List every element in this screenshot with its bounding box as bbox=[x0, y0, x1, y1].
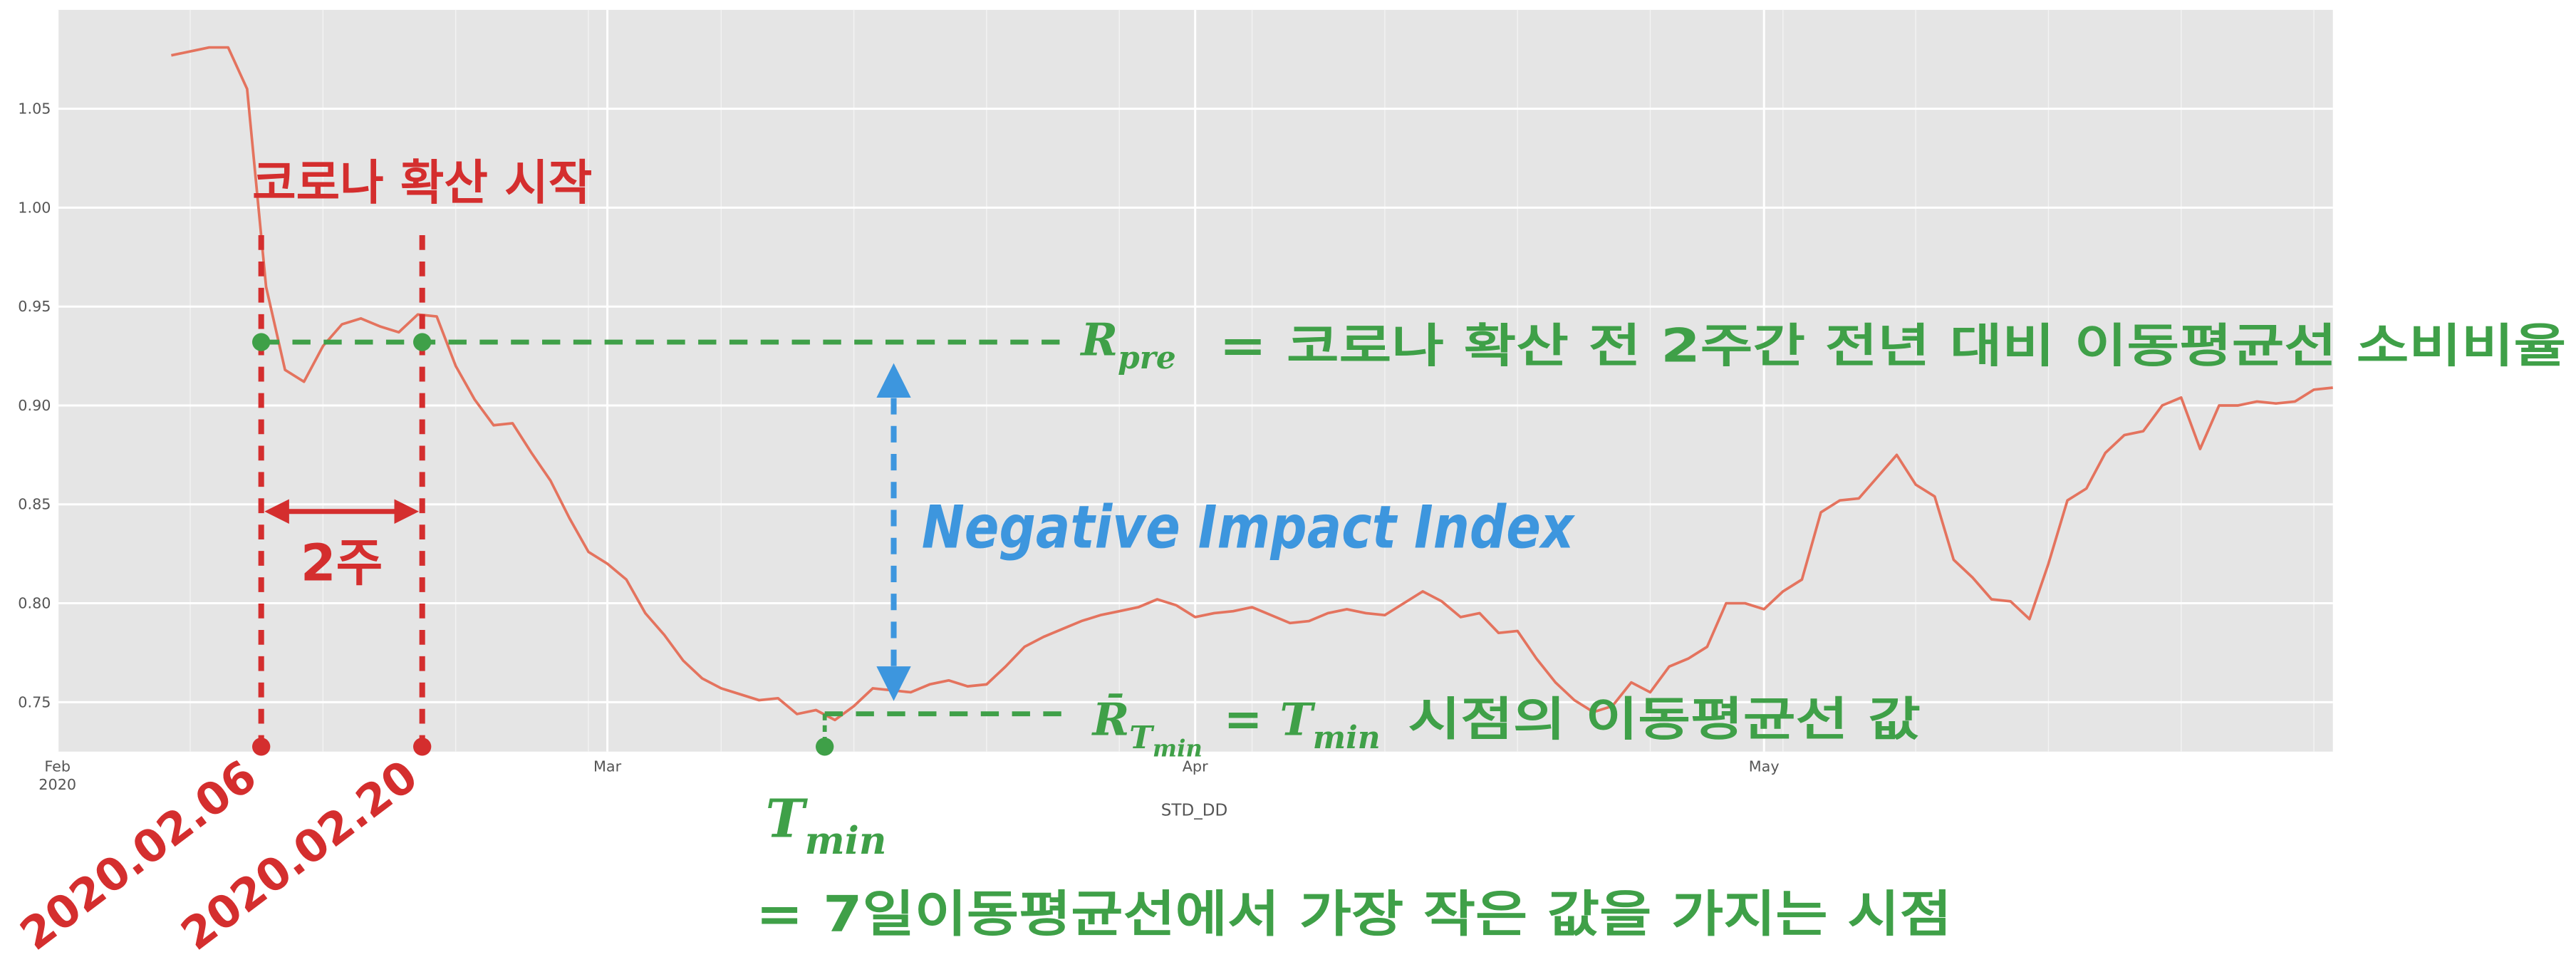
window-start-marker bbox=[251, 738, 271, 756]
corona-start-label: 코로나 확산 시작 bbox=[252, 155, 592, 210]
r-bar-equals: = bbox=[1224, 693, 1262, 747]
r-pre-symbol: Rpre bbox=[1079, 314, 1175, 376]
t-min-marker bbox=[815, 738, 834, 756]
impact-index-label: Negative Impact Index bbox=[922, 493, 1576, 562]
series-layer bbox=[171, 46, 2333, 722]
t-min-definition: = 7일이동평균선에서 가장 작은 값을 가지는 시점 bbox=[756, 886, 1952, 943]
grid-lines bbox=[56, 9, 2333, 752]
y-tick-label: 0.95 bbox=[18, 298, 51, 315]
x-tick-label: Mar bbox=[593, 758, 622, 775]
r-pre-end-marker bbox=[412, 333, 432, 351]
t-min-symbol-inline: Tmin bbox=[1279, 694, 1380, 756]
x-tick-sublabel: 2020 bbox=[38, 776, 76, 793]
x-tick-label: May bbox=[1749, 758, 1780, 775]
series-line bbox=[171, 46, 2333, 722]
y-tick-label: 1.05 bbox=[18, 100, 51, 118]
y-tick-label: 0.75 bbox=[18, 693, 51, 710]
r-pre-definition: = 코로나 확산 전 2주간 전년 대비 이동평균선 소비비율 bbox=[1219, 320, 2566, 373]
two-weeks-label: 2주 bbox=[301, 534, 383, 593]
x-tick-label: Apr bbox=[1183, 758, 1208, 775]
y-tick-label: 0.80 bbox=[18, 594, 51, 611]
x-axis-label: STD_DD bbox=[1161, 802, 1228, 820]
y-tick-label: 0.85 bbox=[18, 496, 51, 513]
t-min-symbol: Tmin bbox=[766, 789, 887, 863]
window-end-marker bbox=[412, 738, 432, 756]
r-pre-start-marker bbox=[251, 333, 271, 351]
y-axis-ticks: 0.75 0.80 0.85 0.90 0.95 1.00 1.05 bbox=[18, 100, 51, 711]
r-bar-definition: 시점의 이동평균선 값 bbox=[1408, 693, 1921, 747]
x-tick-label: Feb bbox=[44, 758, 71, 775]
y-tick-label: 0.90 bbox=[18, 397, 51, 414]
y-tick-label: 1.00 bbox=[18, 199, 51, 216]
r-bar-symbol: R̄Tmin bbox=[1091, 693, 1203, 762]
